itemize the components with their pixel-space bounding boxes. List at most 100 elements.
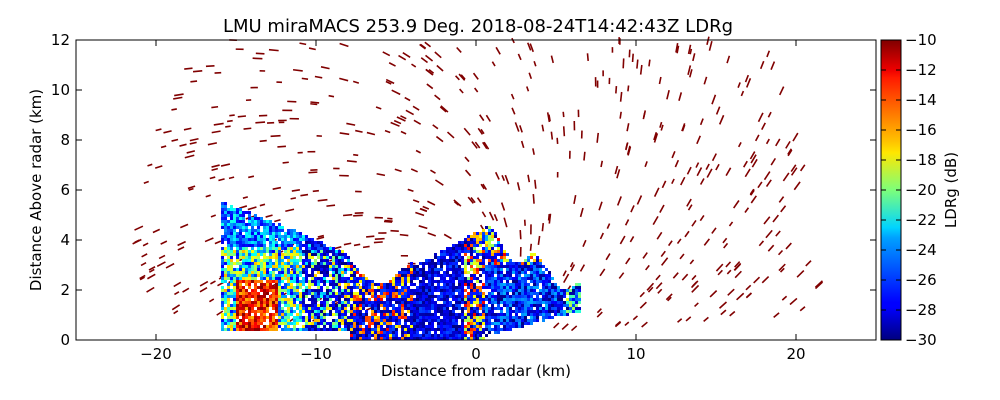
echo-cell (242, 223, 245, 226)
echo-cell (470, 325, 473, 328)
echo-cell (248, 280, 251, 283)
echo-cell (341, 310, 344, 313)
echo-cell (263, 283, 266, 286)
echo-cell (407, 298, 410, 301)
echo-cell (521, 325, 524, 328)
noise-dash (767, 111, 772, 118)
echo-cell (236, 298, 239, 301)
echo-cell (230, 310, 233, 313)
echo-cell (506, 313, 509, 316)
echo-cell (473, 259, 476, 262)
noise-dash (516, 182, 521, 191)
echo-cell (425, 259, 428, 262)
noise-dash (519, 125, 523, 133)
echo-cell (242, 229, 245, 232)
echo-cell (347, 265, 350, 268)
echo-cell (443, 286, 446, 289)
echo-cell (332, 268, 335, 271)
echo-cell (278, 250, 281, 253)
echo-cell (482, 283, 485, 286)
noise-dash (282, 161, 289, 164)
echo-cell (251, 316, 254, 319)
echo-cell (263, 238, 266, 241)
echo-cell (536, 277, 539, 280)
echo-cell (518, 292, 521, 295)
echo-cell (485, 334, 488, 337)
noise-dash (211, 167, 219, 171)
echo-cell (491, 328, 494, 331)
echo-cell (512, 310, 515, 313)
echo-cell (476, 262, 479, 265)
echo-cell (512, 280, 515, 283)
echo-cell (353, 298, 356, 301)
echo-cell (473, 307, 476, 310)
echo-cell (275, 274, 278, 277)
echo-cell (299, 250, 302, 253)
echo-cell (494, 232, 497, 235)
echo-cell (341, 289, 344, 292)
echo-cell (233, 217, 236, 220)
echo-cell (428, 262, 431, 265)
echo-cell (461, 274, 464, 277)
noise-dash (300, 193, 309, 197)
echo-cell (497, 301, 500, 304)
echo-cell (485, 271, 488, 274)
echo-cell (395, 313, 398, 316)
echo-cell (506, 268, 509, 271)
echo-cell (473, 310, 476, 313)
echo-cell (302, 268, 305, 271)
echo-cell (473, 301, 476, 304)
echo-cell (422, 319, 425, 322)
echo-cell (527, 289, 530, 292)
echo-cell (479, 292, 482, 295)
echo-cell (485, 238, 488, 241)
noise-dash (171, 108, 177, 111)
echo-cell (266, 286, 269, 289)
echo-cell (536, 259, 539, 262)
echo-cell (401, 316, 404, 319)
echo-cell (338, 289, 341, 292)
echo-cell (386, 286, 389, 289)
echo-cell (548, 313, 551, 316)
echo-cell (272, 232, 275, 235)
echo-cell (404, 301, 407, 304)
echo-cell (383, 310, 386, 313)
echo-cell (245, 298, 248, 301)
echo-cell (500, 322, 503, 325)
echo-cell (422, 274, 425, 277)
noise-dash (619, 111, 622, 119)
echo-cell (356, 292, 359, 295)
echo-cell (467, 247, 470, 250)
echo-cell (350, 265, 353, 268)
echo-cell (383, 286, 386, 289)
echo-cell (533, 271, 536, 274)
echo-cell (272, 253, 275, 256)
echo-cell (413, 265, 416, 268)
echo-cell (479, 238, 482, 241)
echo-cell (416, 316, 419, 319)
echo-cell (551, 286, 554, 289)
echo-cell (227, 226, 230, 229)
echo-cell (527, 319, 530, 322)
echo-cell (443, 301, 446, 304)
echo-cell (257, 229, 260, 232)
echo-cell (383, 316, 386, 319)
noise-dash (744, 207, 750, 213)
echo-cell (284, 295, 287, 298)
echo-cell (455, 277, 458, 280)
echo-cell (446, 262, 449, 265)
echo-cell (287, 268, 290, 271)
noise-dash (732, 200, 740, 209)
echo-cell (506, 289, 509, 292)
echo-cell (389, 322, 392, 325)
echo-cell (368, 334, 371, 337)
echo-cell (272, 286, 275, 289)
echo-cell (452, 316, 455, 319)
echo-cell (575, 286, 578, 289)
echo-cell (281, 268, 284, 271)
colorbar-tick-label: −16 (905, 121, 937, 139)
noise-dash (229, 114, 235, 117)
echo-cell (407, 295, 410, 298)
echo-cell (452, 283, 455, 286)
echo-cell (506, 307, 509, 310)
